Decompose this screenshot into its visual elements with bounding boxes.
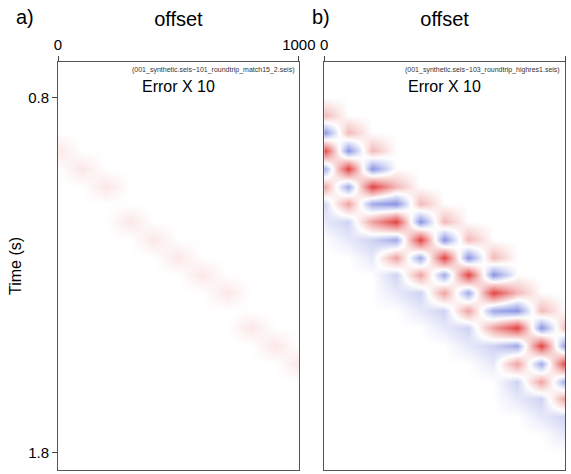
svg-text:(001_synthetic.seis~103_roundt: (001_synthetic.seis~103_roundtrip_highre… — [405, 66, 560, 74]
svg-text:0.8: 0.8 — [28, 89, 49, 106]
svg-text:Time (s): Time (s) — [7, 237, 24, 295]
svg-text:Error X 10: Error X 10 — [142, 78, 215, 95]
svg-text:offset: offset — [154, 8, 203, 30]
svg-text:(001_synthetic.seis~101_roundt: (001_synthetic.seis~101_roundtrip_match1… — [132, 66, 294, 74]
svg-text:1.8: 1.8 — [28, 444, 49, 461]
svg-text:Error X 10: Error X 10 — [408, 78, 481, 95]
svg-text:b): b) — [312, 6, 330, 28]
svg-text:offset: offset — [420, 8, 469, 30]
svg-text:1000: 1000 — [282, 36, 315, 53]
svg-text:a): a) — [16, 6, 34, 28]
svg-text:0: 0 — [54, 36, 62, 53]
svg-text:0: 0 — [320, 36, 328, 53]
